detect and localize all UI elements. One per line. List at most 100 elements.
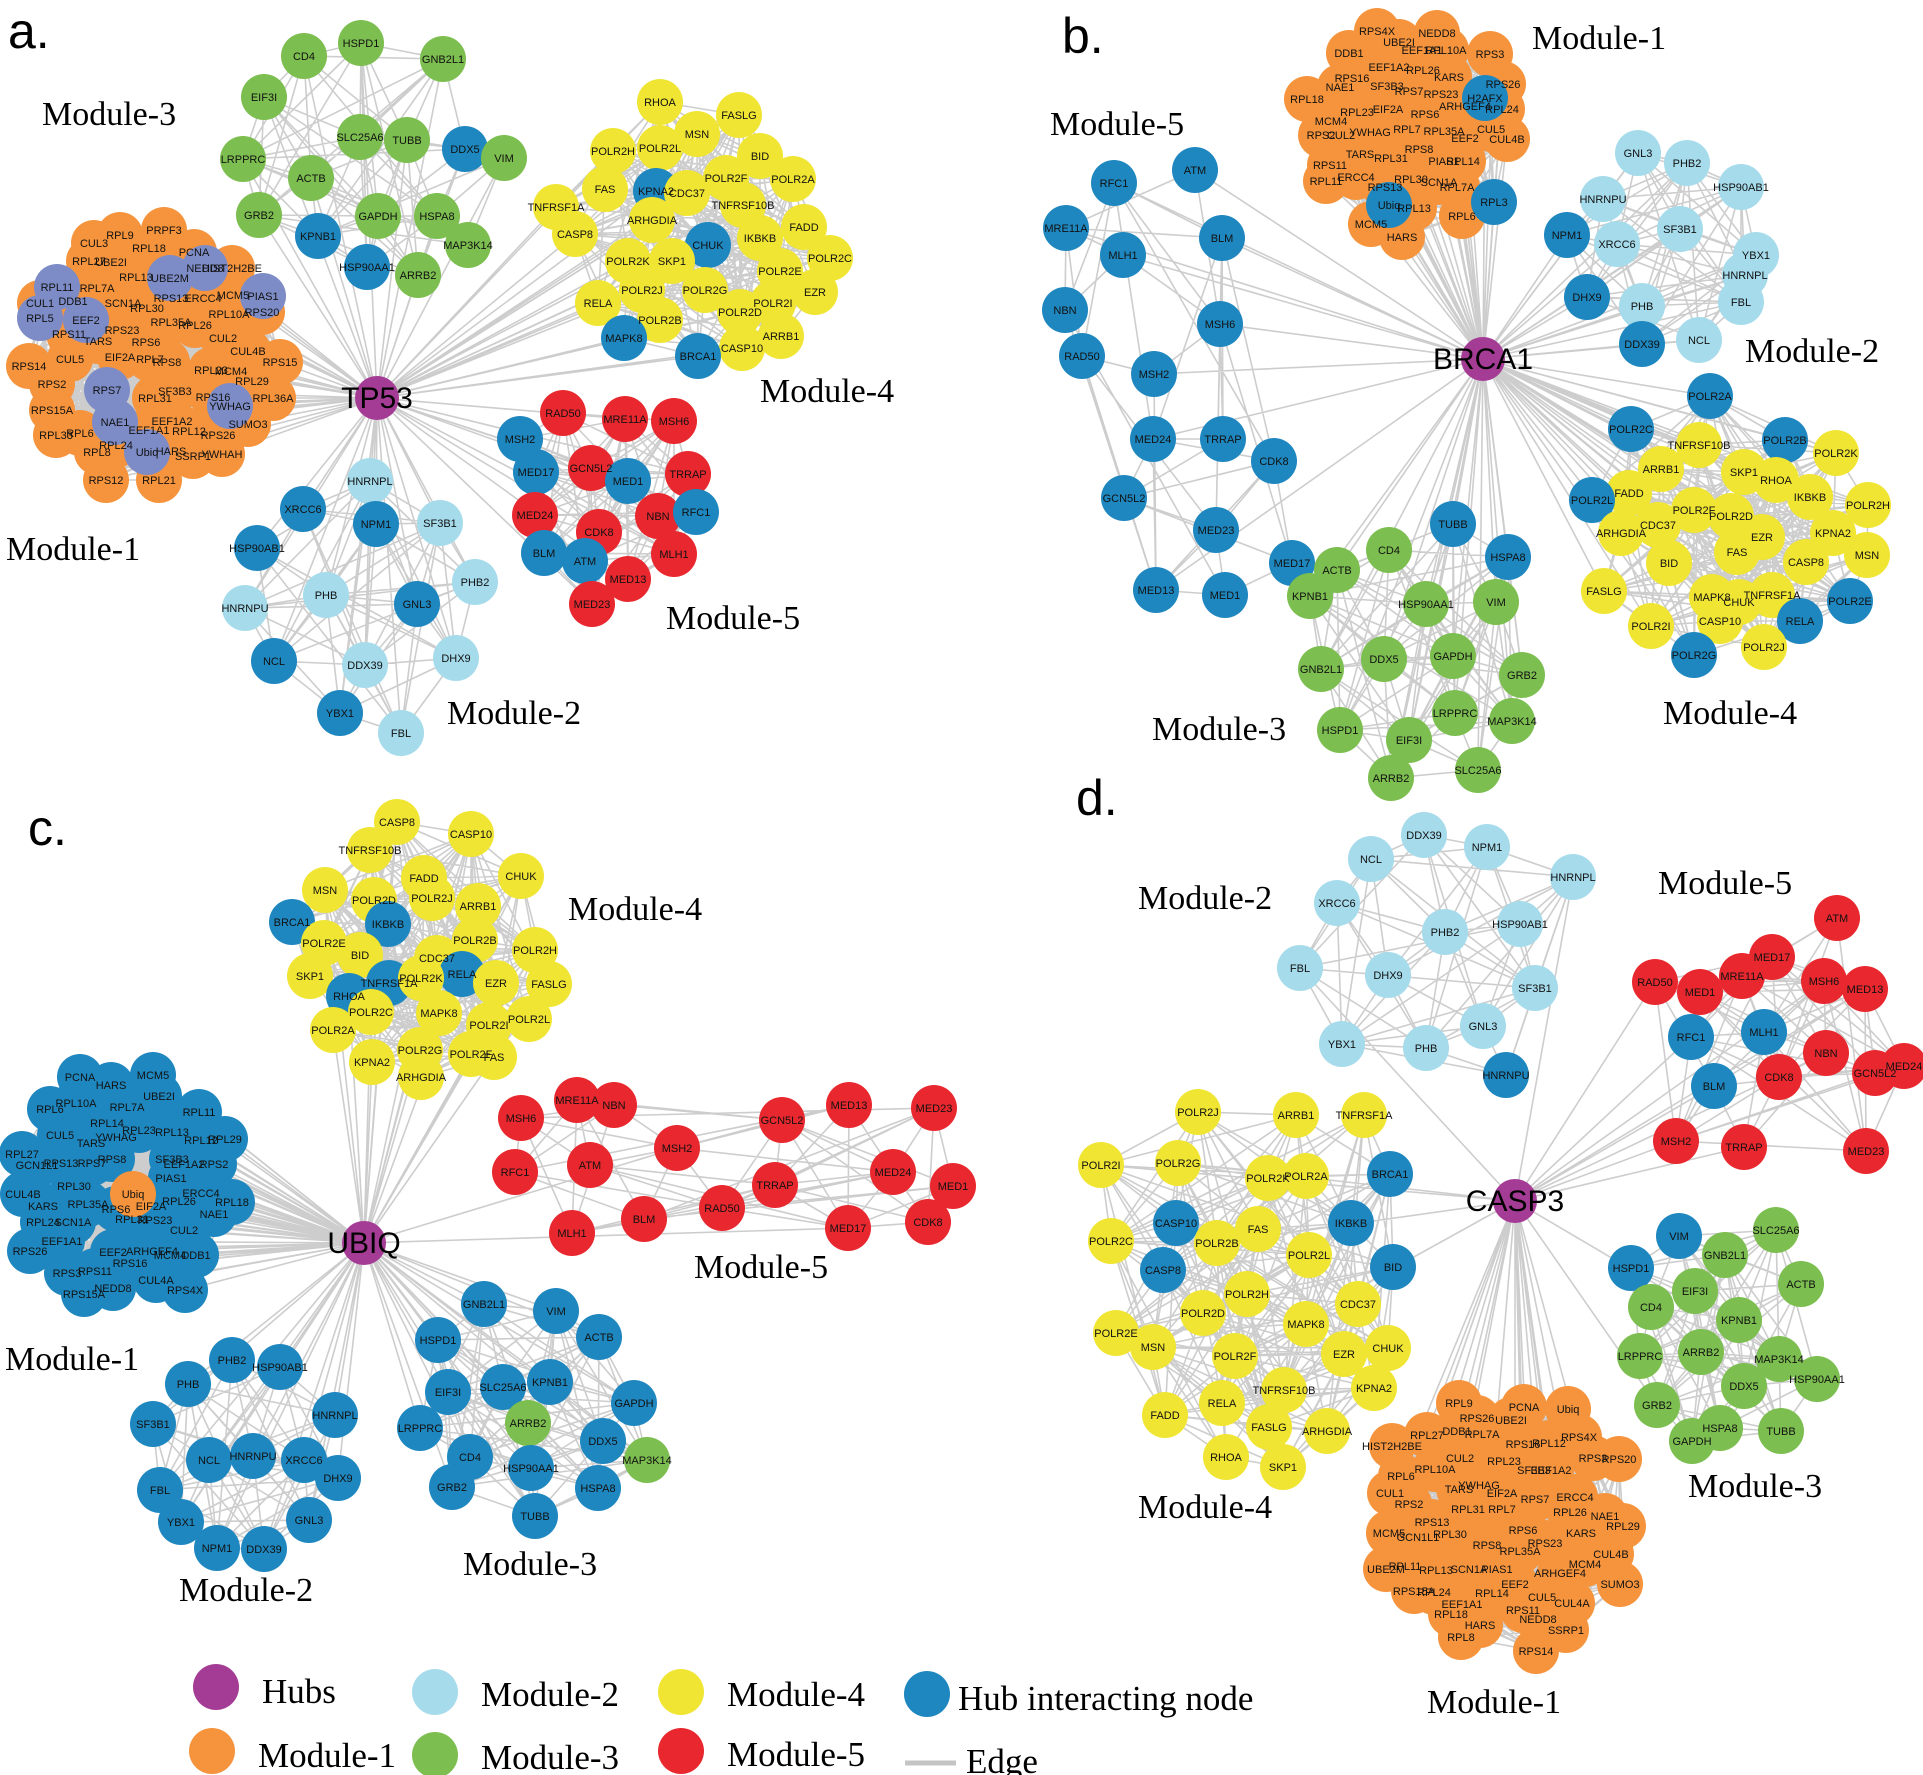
svg-text:RPS26: RPS26 (1486, 79, 1521, 91)
svg-text:CUL2: CUL2 (1327, 130, 1355, 142)
svg-text:HSP90AA1: HSP90AA1 (1398, 599, 1454, 611)
svg-text:GCN5L2: GCN5L2 (761, 1115, 804, 1127)
svg-text:TNFRSF1A: TNFRSF1A (528, 202, 586, 214)
svg-text:KARS: KARS (1434, 72, 1464, 84)
svg-text:HNRNPL: HNRNPL (1550, 872, 1595, 884)
svg-text:TNFRSF10B: TNFRSF10B (1668, 440, 1731, 452)
svg-text:EEF1A2: EEF1A2 (152, 416, 193, 428)
svg-text:HSP90AA1: HSP90AA1 (339, 262, 395, 274)
svg-text:HSP90AB1: HSP90AB1 (252, 1362, 308, 1374)
svg-text:TUBB: TUBB (392, 135, 421, 147)
svg-text:RPL23: RPL23 (1340, 107, 1374, 119)
svg-text:PHB2: PHB2 (218, 1355, 247, 1367)
svg-text:ARRB1: ARRB1 (763, 331, 800, 343)
svg-text:POLR2E: POLR2E (1094, 1328, 1137, 1340)
svg-text:RPS15: RPS15 (263, 357, 298, 369)
svg-text:POLR2L: POLR2L (1571, 495, 1613, 507)
svg-text:SKP1: SKP1 (1730, 467, 1758, 479)
svg-text:TNFRSF1A: TNFRSF1A (1336, 1110, 1394, 1122)
svg-text:IKBKB: IKBKB (1794, 492, 1826, 504)
svg-text:MED23: MED23 (1198, 525, 1235, 537)
svg-text:RPL6: RPL6 (1387, 1471, 1415, 1483)
svg-text:POLR2D: POLR2D (352, 895, 396, 907)
svg-text:RPS16: RPS16 (113, 1258, 148, 1270)
svg-text:VIM: VIM (494, 153, 514, 165)
svg-text:RPS8: RPS8 (153, 357, 182, 369)
svg-text:YWHAG: YWHAG (1349, 127, 1391, 139)
svg-text:CASP8: CASP8 (557, 229, 593, 241)
svg-text:ARHGEF4: ARHGEF4 (126, 1246, 178, 1258)
svg-text:MSH6: MSH6 (1809, 976, 1840, 988)
svg-text:XRCC6: XRCC6 (1598, 239, 1635, 251)
svg-text:RPL24: RPL24 (99, 440, 133, 452)
svg-text:UBE2M: UBE2M (1367, 1564, 1405, 1576)
svg-text:YBX1: YBX1 (1742, 250, 1770, 262)
svg-text:POLR2K: POLR2K (606, 256, 650, 268)
svg-text:NPM1: NPM1 (361, 519, 392, 531)
svg-text:NBN: NBN (1814, 1048, 1837, 1060)
svg-text:BLM: BLM (1703, 1081, 1726, 1093)
svg-text:MSN: MSN (1141, 1342, 1166, 1354)
svg-text:Module-3: Module-3 (1688, 1468, 1822, 1505)
svg-text:LRPPRC: LRPPRC (221, 154, 266, 166)
svg-text:UBE2I: UBE2I (1495, 1415, 1527, 1427)
svg-text:UBE2I: UBE2I (1383, 37, 1415, 49)
svg-text:Module-3: Module-3 (463, 1546, 597, 1583)
svg-text:KPNA2: KPNA2 (638, 186, 674, 198)
svg-text:CUL3: CUL3 (80, 238, 108, 250)
svg-text:XRCC6: XRCC6 (285, 1455, 322, 1467)
svg-text:EEF1A2: EEF1A2 (1369, 62, 1410, 74)
svg-text:BRCA1: BRCA1 (274, 917, 311, 929)
svg-text:Module-1: Module-1 (1427, 1684, 1561, 1721)
svg-text:FADD: FADD (789, 222, 818, 234)
svg-text:GNL3: GNL3 (403, 599, 432, 611)
svg-text:CDC37: CDC37 (1640, 520, 1676, 532)
svg-text:MED24: MED24 (517, 510, 554, 522)
svg-text:RPS2: RPS2 (1307, 130, 1336, 142)
svg-text:EEF2: EEF2 (1451, 133, 1479, 145)
svg-text:HNRNPU: HNRNPU (1482, 1070, 1529, 1082)
svg-text:SF3B1: SF3B1 (423, 518, 457, 530)
svg-text:FADD: FADD (409, 873, 438, 885)
svg-text:RPL6: RPL6 (1448, 211, 1476, 223)
svg-text:MCM5: MCM5 (1373, 1528, 1405, 1540)
svg-text:MSH6: MSH6 (1205, 319, 1236, 331)
svg-text:POLR2D: POLR2D (718, 307, 762, 319)
svg-text:MAPK8: MAPK8 (605, 333, 642, 345)
svg-text:POLR2A: POLR2A (1284, 1171, 1328, 1183)
svg-text:GAPDH: GAPDH (358, 211, 397, 223)
svg-text:POLR2I: POLR2I (753, 298, 792, 310)
svg-text:RPS7: RPS7 (1521, 1494, 1550, 1506)
svg-text:EIF3I: EIF3I (1396, 735, 1422, 747)
svg-text:POLR2A: POLR2A (1688, 391, 1732, 403)
svg-text:MLH1: MLH1 (1108, 250, 1137, 262)
svg-text:RPS23: RPS23 (105, 325, 140, 337)
svg-text:RPS26: RPS26 (201, 430, 236, 442)
svg-text:NEDD8: NEDD8 (94, 1283, 131, 1295)
svg-text:SSRP1: SSRP1 (175, 451, 211, 463)
svg-text:Module-5: Module-5 (1658, 865, 1792, 902)
svg-text:MED17: MED17 (518, 467, 555, 479)
svg-text:FAS: FAS (1248, 1224, 1269, 1236)
svg-text:GRB2: GRB2 (437, 1482, 467, 1494)
svg-text:POLR2C: POLR2C (349, 1007, 393, 1019)
svg-text:RPL14: RPL14 (1446, 156, 1480, 168)
svg-text:RPL6: RPL6 (36, 1104, 64, 1116)
svg-text:Module-4: Module-4 (1663, 695, 1797, 732)
svg-text:HNRNPU: HNRNPU (221, 603, 268, 615)
svg-text:MLH1: MLH1 (1749, 1027, 1778, 1039)
svg-text:MED23: MED23 (916, 1103, 953, 1115)
svg-text:SF3B3: SF3B3 (158, 386, 192, 398)
svg-text:DDB1: DDB1 (181, 1250, 210, 1262)
svg-text:EZR: EZR (804, 287, 826, 299)
svg-text:RPL33: RPL33 (39, 430, 73, 442)
svg-text:MED24: MED24 (1135, 434, 1172, 446)
svg-text:POLR2F: POLR2F (1214, 1351, 1257, 1363)
svg-text:MED13: MED13 (610, 574, 647, 586)
svg-text:Module-1: Module-1 (1532, 20, 1666, 57)
svg-text:CUL5: CUL5 (46, 1130, 74, 1142)
svg-text:ARRB1: ARRB1 (460, 901, 497, 913)
svg-text:CHUK: CHUK (1723, 597, 1755, 609)
svg-text:UBE2M: UBE2M (151, 273, 189, 285)
svg-text:c.: c. (28, 800, 67, 856)
